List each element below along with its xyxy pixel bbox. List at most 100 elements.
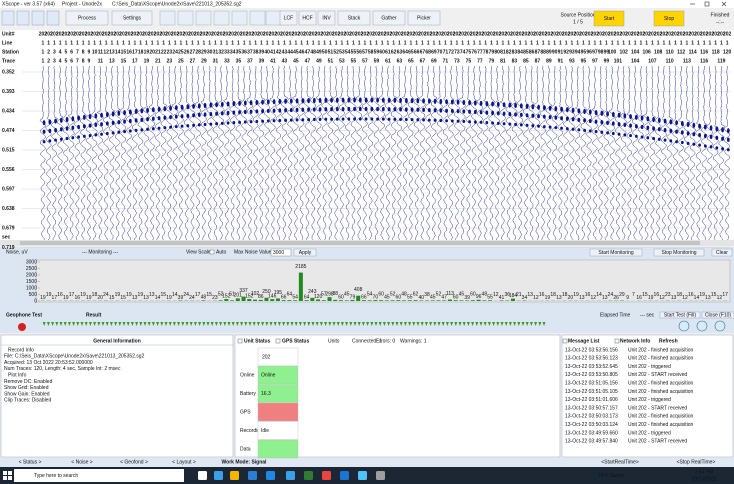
line-number: 1 xyxy=(519,40,522,46)
toolbar-button[interactable] xyxy=(279,10,298,26)
trace-lobe xyxy=(65,126,69,131)
zoom-icon[interactable] xyxy=(714,320,726,332)
status-tab[interactable]: < Noise > xyxy=(71,459,92,465)
maximize[interactable] xyxy=(704,1,710,7)
toolbar-button[interactable] xyxy=(372,10,406,26)
toolbar-icon[interactable] xyxy=(46,10,60,26)
trace-lobe xyxy=(531,124,535,128)
toolbar-icon[interactable] xyxy=(265,10,282,26)
auto-checkbox[interactable] xyxy=(209,249,215,255)
trace-lobe xyxy=(249,100,253,106)
trace-lobe xyxy=(192,103,195,109)
window-controls[interactable] xyxy=(690,1,727,7)
trace-lobe xyxy=(468,100,471,106)
toolbar-button[interactable] xyxy=(407,10,441,26)
unit-number: 202 xyxy=(292,31,301,37)
status-tab[interactable]: < Status > xyxy=(19,459,42,465)
toolbar-button[interactable] xyxy=(298,10,317,26)
taskbar-app-icon[interactable] xyxy=(340,471,349,480)
toolbar-icon[interactable] xyxy=(31,10,45,26)
search-box[interactable] xyxy=(14,469,184,482)
station-number: 110 xyxy=(666,49,674,55)
trace-lobe xyxy=(146,117,149,122)
noise-value-label: 45 xyxy=(384,295,390,301)
close[interactable] xyxy=(721,1,727,7)
seismic-trace xyxy=(551,65,558,241)
taskbar-app-icon[interactable] xyxy=(286,471,295,480)
status-tab[interactable]: < Geofond > xyxy=(120,459,148,465)
close-test-button[interactable] xyxy=(701,311,734,319)
start-monitoring-button[interactable] xyxy=(589,248,643,257)
toolbar-icon[interactable] xyxy=(195,10,212,26)
taskbar-app-icon[interactable] xyxy=(266,471,275,480)
unit-status-checkbox[interactable] xyxy=(237,338,243,344)
message-tab-checkbox[interactable] xyxy=(562,338,568,344)
logo-pane xyxy=(3,471,7,475)
toolbar-button[interactable] xyxy=(337,10,371,26)
trace-lobe xyxy=(226,121,230,125)
taskbar-app-icon[interactable] xyxy=(304,471,313,480)
geophone-triangle xyxy=(395,322,399,326)
toolbar-icon[interactable] xyxy=(177,10,194,26)
unit-number: 202 xyxy=(533,31,542,37)
taskbar-app-icon[interactable] xyxy=(376,471,385,480)
trace-lobe xyxy=(537,104,540,110)
message-tab[interactable]: Refresh xyxy=(659,338,678,344)
trace-lobe xyxy=(307,98,310,104)
taskbar-app-icon[interactable] xyxy=(322,471,331,480)
toolbar-icon[interactable] xyxy=(159,10,176,26)
trace-number: 55 xyxy=(351,58,357,64)
geophone-triangle xyxy=(328,322,332,326)
apply-button[interactable] xyxy=(293,248,317,257)
toolbar-icon[interactable] xyxy=(213,10,230,26)
noise-value-label: 70 xyxy=(373,294,379,300)
message-tab[interactable]: Message List xyxy=(568,338,600,344)
max-noise-input[interactable] xyxy=(270,248,292,257)
taskbar-app-icon[interactable] xyxy=(230,471,239,480)
realtime-tab[interactable]: <StartRealTime> xyxy=(601,459,639,465)
zoom-icon[interactable] xyxy=(696,320,708,332)
zoom-icon[interactable] xyxy=(678,320,690,332)
stop-button[interactable] xyxy=(653,10,685,27)
toolbar-button[interactable] xyxy=(65,10,109,26)
trace-lobe xyxy=(422,98,425,104)
message-time: 13-Oct-22 03:50:03.173 xyxy=(565,414,618,420)
stop-monitoring-button[interactable] xyxy=(653,248,705,257)
trace-number: 33 xyxy=(224,58,230,64)
message-tab[interactable]: Network Info xyxy=(620,338,650,344)
noise-value-label: 337 xyxy=(239,288,248,294)
taskbar-app-icon[interactable] xyxy=(358,471,367,480)
toolbar-icon[interactable] xyxy=(1,10,15,26)
line-number: 1 xyxy=(427,40,430,46)
scroll-thumb[interactable] xyxy=(20,241,700,245)
toolbar-icon[interactable] xyxy=(16,10,30,26)
toolbar-button[interactable] xyxy=(111,10,153,26)
seismic-trace xyxy=(384,65,392,241)
line-number: 1 xyxy=(110,40,113,46)
windows-logo[interactable] xyxy=(3,471,12,480)
realtime-tab[interactable]: <Stop RealTime> xyxy=(677,459,716,465)
gps-status-checkbox[interactable] xyxy=(275,338,281,344)
clear-button[interactable] xyxy=(711,248,733,257)
trace-lobe xyxy=(404,107,408,112)
taskbar-app-icon[interactable] xyxy=(214,471,223,480)
unit-number: 202 xyxy=(510,31,519,37)
seismic-trace xyxy=(528,65,536,241)
taskbar-app-icon[interactable] xyxy=(248,471,257,480)
message-tab-checkbox[interactable] xyxy=(614,338,620,344)
start-test-button[interactable] xyxy=(659,311,701,319)
taskbar-app-icon[interactable] xyxy=(198,471,207,480)
toolbar-button[interactable] xyxy=(317,10,336,26)
trace-lobe xyxy=(479,120,483,124)
toolbar-icon[interactable] xyxy=(249,10,266,26)
noise-value-label: 201 xyxy=(234,293,243,299)
geophone-triangle xyxy=(135,322,139,326)
noise-value-label: 45 xyxy=(430,295,436,301)
start-button[interactable] xyxy=(593,10,625,27)
trace-lobe xyxy=(324,107,328,112)
noise-value-label: 408 xyxy=(354,287,363,293)
toolbar-icon[interactable] xyxy=(231,10,248,26)
status-tab[interactable]: < Layout > xyxy=(172,459,196,465)
trace-number: 85 xyxy=(523,58,529,64)
